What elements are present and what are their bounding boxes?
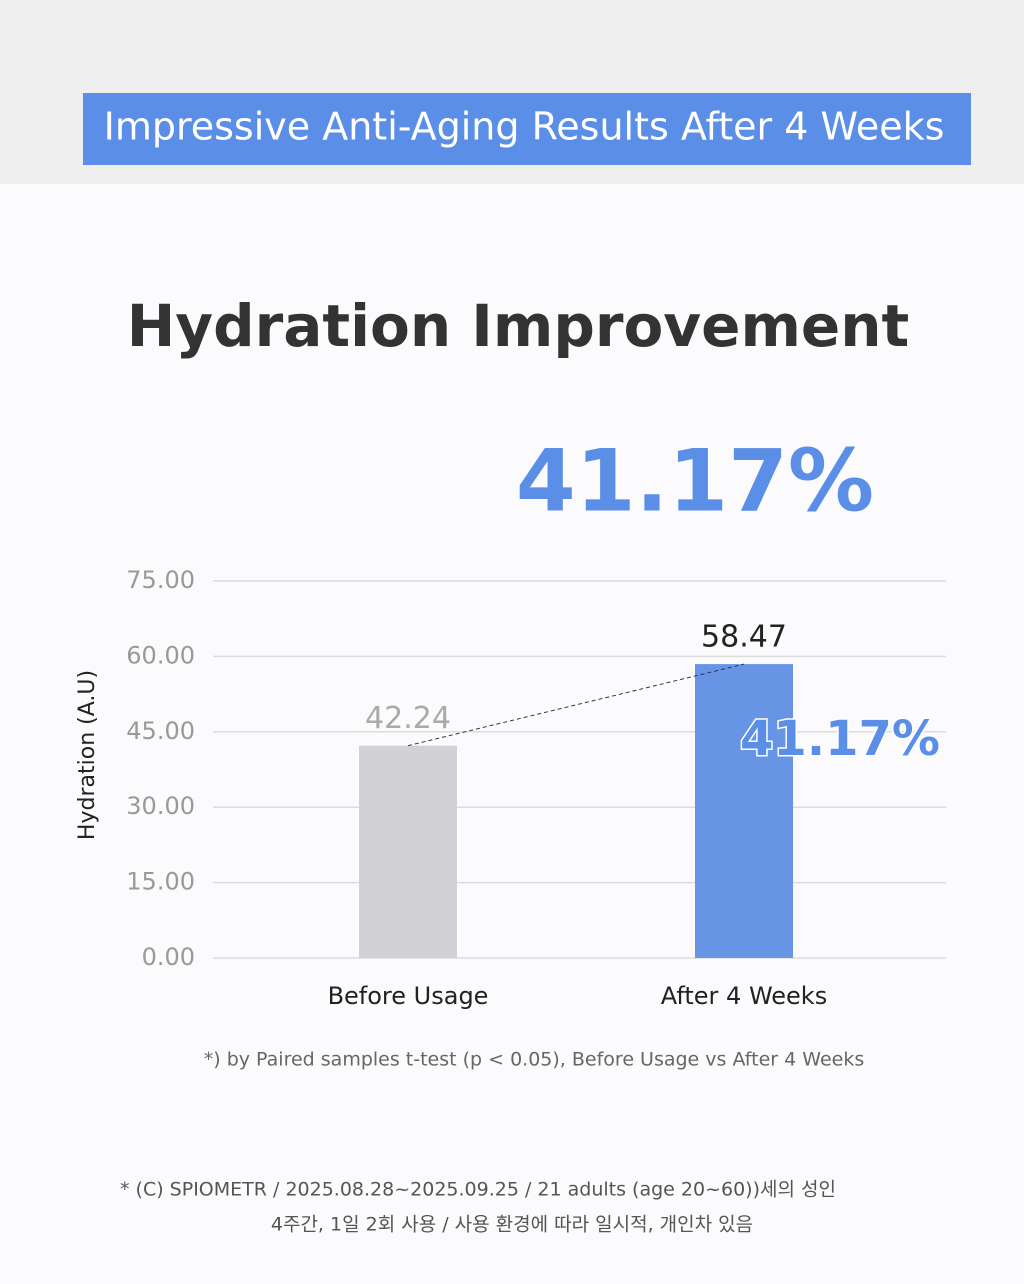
y-tick-label: 15.00 (126, 868, 195, 896)
chart-note: *) by Paired samples t-test (p < 0.05), … (204, 1049, 864, 1071)
footnote: 4주간, 1일 2회 사용 / 사용 환경에 따라 일시적, 개인차 있음 (271, 1214, 753, 1236)
y-tick-label: 30.00 (126, 792, 195, 820)
banner (83, 93, 971, 165)
highlight: 41.17% (516, 431, 874, 531)
y-axis-label: Hydration (A.U) (75, 670, 100, 840)
connector (407, 663, 745, 747)
value-label: 58.47 (701, 620, 787, 655)
y-tick-label: 60.00 (126, 641, 195, 669)
y-tick-label: 0.00 (142, 943, 195, 971)
bar (359, 745, 457, 958)
annotation: 41.17% (740, 711, 940, 767)
x-tick-label: Before Usage (328, 982, 489, 1010)
x-tick-label: After 4 Weeks (661, 982, 827, 1010)
y-tick-label: 45.00 (126, 717, 195, 745)
y-tick-label: 75.00 (126, 566, 195, 594)
banner-title: Impressive Anti-Aging Results After 4 We… (104, 105, 945, 149)
bar (695, 664, 793, 958)
footnote: * (C) SPIOMETR / 2025.08.28~2025.09.25 /… (120, 1179, 836, 1201)
value-label: 42.24 (365, 701, 451, 736)
chart-title: Hydration Improvement (127, 292, 909, 360)
